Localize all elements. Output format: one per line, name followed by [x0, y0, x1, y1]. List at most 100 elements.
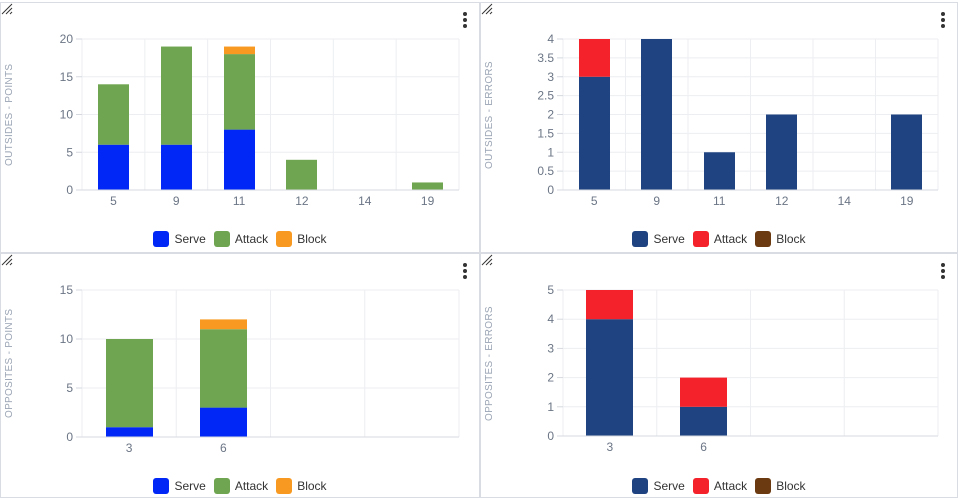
bars: [98, 46, 443, 190]
more-vertical-icon[interactable]: [939, 262, 947, 280]
y-tick-label: 15: [60, 70, 74, 84]
chart-panel-opposites-points: 0 5 10 15 3 6 OPPOSITES - POINTS Serve Attack Blo…: [0, 253, 480, 498]
more-vertical-icon[interactable]: [939, 11, 947, 29]
x-tick-label: 9: [173, 194, 180, 208]
legend-item-serve[interactable]: Serve: [153, 478, 206, 494]
x-tick-label: 14: [358, 194, 372, 208]
resize-handle-icon[interactable]: [1, 254, 13, 266]
vertical-gridlines: [562, 290, 939, 436]
y-axis-title: OPPOSITES - ERRORS: [484, 305, 495, 421]
legend-label: Block: [297, 232, 327, 246]
y-tick-label: 15: [60, 283, 74, 297]
bar-serve-11[interactable]: [704, 152, 735, 190]
y-tick-label: 3: [547, 341, 554, 355]
chart-legend: Serve Attack Block: [1, 231, 479, 247]
menu-dot: [463, 12, 467, 16]
chart-svg: 0 1 2 3 4 5 3 6: [547, 283, 939, 454]
bar-serve-5[interactable]: [98, 144, 129, 190]
x-tick-label: 11: [713, 194, 726, 208]
bar-serve-12[interactable]: [766, 114, 797, 191]
bar-attack-5[interactable]: [98, 84, 129, 145]
legend-label: Attack: [234, 479, 269, 493]
legend-label: Attack: [713, 479, 748, 493]
bar-serve-6[interactable]: [680, 406, 727, 436]
bar-attack-6[interactable]: [200, 329, 247, 408]
more-vertical-icon[interactable]: [461, 262, 469, 280]
x-tick-label: 6: [700, 440, 707, 454]
x-tick-label: 5: [591, 194, 598, 208]
legend-label: Block: [776, 232, 806, 246]
y-axis-title: OPPOSITES - POINTS: [4, 308, 15, 418]
legend-item-block[interactable]: Block: [755, 478, 806, 494]
legend-item-block[interactable]: Block: [755, 231, 806, 247]
bars: [579, 39, 922, 190]
y-tick-label: 5: [66, 381, 73, 395]
more-vertical-icon[interactable]: [461, 11, 469, 29]
x-tick-label: 12: [295, 194, 309, 208]
x-tick-label: 6: [220, 441, 227, 455]
menu-dot: [941, 275, 945, 279]
legend-label: Serve: [653, 232, 685, 246]
bar-attack-9[interactable]: [161, 46, 192, 145]
y-tick-label: 20: [60, 32, 74, 46]
legend-label: Block: [776, 479, 806, 493]
chart-svg: 0 0.5 1 1.5 2 2.5 3 3.5 4 5 9 11 12 14 19: [537, 32, 939, 208]
bar-block-6[interactable]: [200, 319, 247, 330]
bar-attack-5[interactable]: [579, 39, 610, 77]
bar-serve-3[interactable]: [106, 427, 153, 437]
bar-attack-19[interactable]: [412, 182, 443, 190]
bar-attack-12[interactable]: [286, 159, 317, 190]
menu-dot: [941, 24, 945, 28]
chart-panel-opposites-errors: 0 1 2 3 4 5 3 6 OPPOSITES - ERRORS Serve Attack Blo…: [480, 253, 958, 498]
bar-serve-6[interactable]: [200, 407, 247, 437]
legend-item-attack[interactable]: Attack: [213, 231, 268, 247]
legend-item-attack[interactable]: Attack: [692, 478, 748, 494]
bar-serve-9[interactable]: [161, 144, 192, 190]
bar-attack-6[interactable]: [680, 377, 727, 407]
legend-item-serve[interactable]: Serve: [153, 231, 206, 247]
legend-label: Serve: [174, 232, 206, 246]
legend-label: Serve: [653, 479, 685, 493]
bar-serve-3[interactable]: [586, 319, 633, 436]
bar-serve-5[interactable]: [579, 76, 610, 190]
chart-legend: Serve Attack Block: [481, 478, 957, 494]
resize-handle-icon[interactable]: [481, 3, 493, 15]
y-tick-label: 4: [547, 312, 554, 326]
bar-serve-9[interactable]: [641, 39, 672, 190]
chart-svg: 0 5 10 15 3 6: [60, 283, 460, 455]
legend-swatch: [276, 478, 293, 494]
resize-handle-icon[interactable]: [1, 3, 13, 15]
menu-dot: [463, 275, 467, 279]
legend-item-serve[interactable]: Serve: [632, 478, 685, 494]
legend-swatch: [632, 231, 649, 247]
legend-swatch: [153, 478, 170, 494]
legend-swatch: [755, 478, 772, 494]
legend-item-attack[interactable]: Attack: [213, 478, 269, 494]
bar-attack-11[interactable]: [224, 54, 255, 130]
legend-item-block[interactable]: Block: [276, 478, 327, 494]
x-tick-label: 11: [233, 194, 246, 208]
x-tick-label: 19: [900, 194, 914, 208]
legend-item-attack[interactable]: Attack: [692, 231, 747, 247]
y-axis-title: OUTSIDES - ERRORS: [484, 60, 495, 169]
y-tick-label: 0: [66, 183, 73, 197]
legend-item-block[interactable]: Block: [276, 231, 327, 247]
resize-handle-icon[interactable]: [481, 254, 493, 266]
y-axis: 0 5 10 15 20: [60, 32, 459, 197]
bar-serve-19[interactable]: [891, 114, 922, 191]
y-tick-label: 0: [66, 430, 73, 444]
x-tick-label: 3: [607, 440, 614, 454]
bar-attack-3[interactable]: [106, 339, 153, 428]
menu-dot: [941, 269, 945, 273]
menu-dot: [463, 24, 467, 28]
legend-item-serve[interactable]: Serve: [632, 231, 685, 247]
bar-attack-3[interactable]: [586, 290, 633, 320]
chart-panel-outsides-errors: 0 0.5 1 1.5 2 2.5 3 3.5 4 5 9 11 12 14 19 OUTSIDES - ER…: [480, 2, 958, 253]
bar-block-11[interactable]: [224, 46, 255, 55]
bar-serve-11[interactable]: [224, 129, 255, 190]
chart-legend: Serve Attack Block: [1, 478, 479, 494]
legend-swatch: [213, 231, 230, 247]
legend-swatch: [153, 231, 170, 247]
legend-label: Serve: [174, 479, 206, 493]
y-tick-label: 5: [547, 283, 554, 297]
